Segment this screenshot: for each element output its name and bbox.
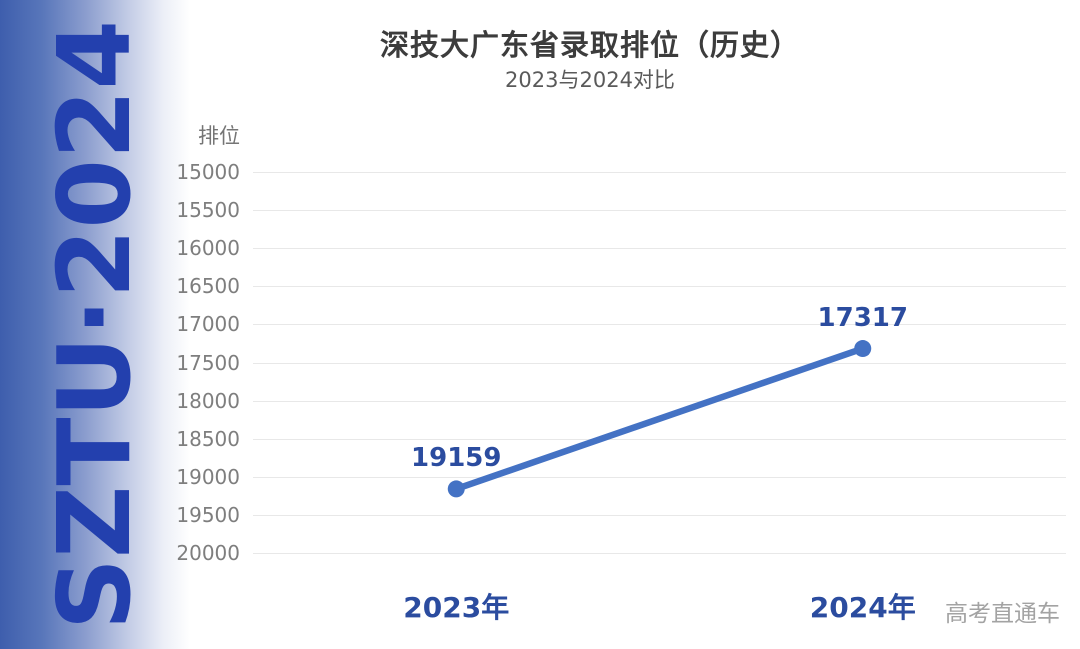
watermark-source-label: 高考直通车 xyxy=(945,601,1060,627)
gridline xyxy=(253,248,1066,250)
gridline xyxy=(253,362,1066,364)
y-tick-label: 17000 xyxy=(176,312,240,337)
y-tick-label: 15500 xyxy=(176,198,240,223)
y-tick-label: 16500 xyxy=(176,274,240,299)
gridline xyxy=(253,286,1066,288)
chart-title: 深技大广东省录取排位（历史） xyxy=(379,28,800,62)
y-tick-label: 18000 xyxy=(176,388,240,413)
gridline xyxy=(253,210,1066,212)
gridline xyxy=(253,172,1066,173)
sidebar-gradient: SZTU·2024 xyxy=(0,0,190,649)
y-tick-label: 20000 xyxy=(176,541,240,565)
y-axis-title: 排位 xyxy=(198,124,240,148)
gridline xyxy=(253,400,1066,402)
x-axis-label-2023: 2023年 xyxy=(403,591,510,624)
gridline xyxy=(253,514,1066,516)
gridline xyxy=(253,438,1066,440)
data-point-2023 xyxy=(447,480,465,498)
gridline xyxy=(253,553,1066,554)
gridline xyxy=(253,324,1066,326)
data-point-2024 xyxy=(854,340,872,358)
data-label-2023: 19159 xyxy=(411,442,502,473)
x-axis-label-2024: 2024年 xyxy=(809,591,916,624)
data-label-2024: 17317 xyxy=(817,302,908,333)
y-tick-label: 19500 xyxy=(176,502,240,527)
y-tick-label: 16000 xyxy=(176,236,240,261)
chart-subtitle: 2023与2024对比 xyxy=(505,68,675,92)
trend-line xyxy=(453,345,866,493)
y-tick-label: 15000 xyxy=(176,160,240,184)
y-tick-label: 17500 xyxy=(176,350,240,375)
y-tick-label: 19000 xyxy=(176,464,240,489)
y-tick-label: 18500 xyxy=(176,426,240,451)
gridline xyxy=(253,476,1066,478)
